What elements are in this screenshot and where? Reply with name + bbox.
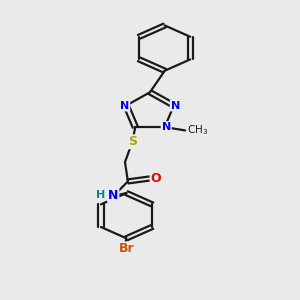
Text: N: N <box>171 100 180 110</box>
Text: Br: Br <box>118 242 134 256</box>
Text: N: N <box>108 188 119 202</box>
Text: CH$_3$: CH$_3$ <box>187 124 208 137</box>
Text: N: N <box>162 122 171 132</box>
Text: S: S <box>128 135 137 148</box>
Text: N: N <box>120 100 129 110</box>
Text: O: O <box>151 172 161 184</box>
Text: H: H <box>96 190 106 200</box>
